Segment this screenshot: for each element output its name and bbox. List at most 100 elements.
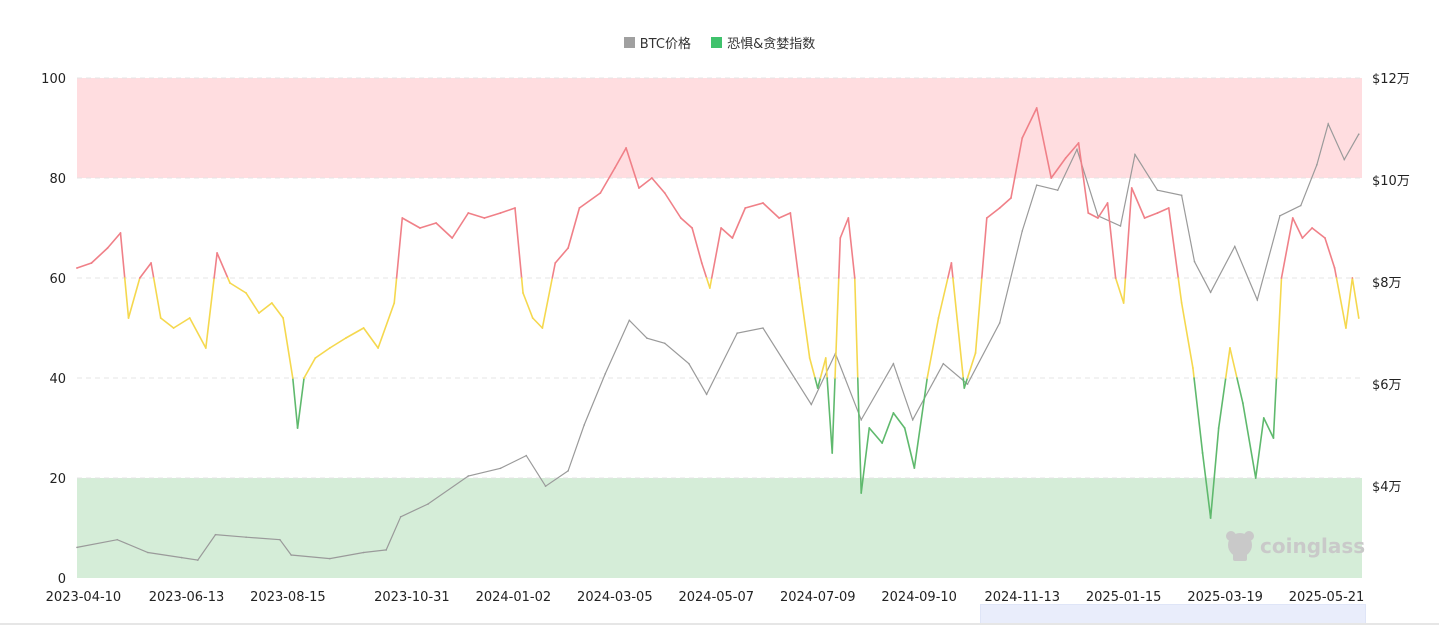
fear-greed-point [1087, 212, 1090, 214]
fear-greed-segment [762, 202, 780, 219]
fear-greed-segment [483, 212, 502, 219]
fear-greed-segment [847, 217, 856, 279]
fear-greed-point [229, 282, 231, 284]
fear-greed-segment [680, 217, 693, 229]
fear-greed-segment [797, 277, 801, 289]
fear-greed-segment [76, 262, 93, 269]
fear-greed-point [1209, 517, 1212, 519]
btc-price-point [663, 342, 666, 345]
x-tick-label: 2024-11-13 [984, 590, 1060, 605]
fear-greed-point [1122, 302, 1125, 304]
fear-greed-point [1192, 367, 1194, 369]
fear-greed-segment [271, 302, 284, 319]
fear-greed-point [159, 317, 162, 319]
btc-price-point [76, 546, 78, 549]
x-tick-label: 2023-06-13 [149, 590, 225, 605]
fear-greed-point [1262, 417, 1265, 419]
btc-price-point [1300, 204, 1302, 207]
fear-greed-segment [1242, 402, 1257, 479]
fear-greed-point [258, 312, 260, 314]
fear-greed-segment [651, 177, 666, 194]
fear-greed-segment [395, 217, 404, 279]
btc-price-point [966, 383, 969, 385]
fear-greed-point [881, 442, 884, 444]
fear-greed-segment [499, 207, 516, 214]
btc-price-point [544, 485, 547, 487]
btc-price-point [1209, 291, 1212, 294]
legend-item-btc-price[interactable]: BTC价格 [623, 33, 691, 52]
fear-greed-point [839, 237, 842, 239]
fear-greed-segment [1229, 347, 1238, 379]
fear-greed-point [1333, 267, 1336, 269]
zoom-range-selector[interactable] [980, 604, 1366, 625]
fear-greed-point [541, 327, 544, 329]
btc-price-point [705, 393, 708, 396]
fear-greed-point [778, 217, 780, 219]
btc-price-point [1021, 230, 1024, 232]
fear-greed-segment [229, 282, 247, 294]
legend-item-fear-greed[interactable]: 恐惧&贪婪指数 [711, 33, 815, 52]
fear-greed-segment [419, 222, 437, 229]
btc-price-point [736, 332, 739, 334]
fear-greed-point [1311, 227, 1313, 229]
fear-greed-point [578, 207, 581, 209]
fear-greed-point [824, 357, 827, 359]
watermark-text: coinglass [1260, 534, 1365, 558]
fear-greed-point [1097, 217, 1099, 219]
fear-greed-segment [1035, 107, 1053, 179]
fear-greed-point [1229, 347, 1231, 349]
fear-greed-point [1143, 217, 1146, 219]
fear-greed-point [303, 377, 305, 379]
fear-greed-segment [1077, 142, 1090, 214]
btc-price-point [794, 378, 796, 380]
btc-price-point [290, 554, 292, 556]
fear-greed-point [868, 427, 871, 429]
btc-price-point [998, 322, 1001, 324]
btc-price-point [810, 403, 813, 406]
fear-greed-point [401, 217, 404, 219]
fear-greed-segment [1124, 187, 1133, 279]
fear-greed-segment [839, 217, 850, 239]
fear-greed-point [362, 327, 365, 329]
fear-greed-segment [638, 177, 653, 189]
fear-greed-segment [106, 232, 122, 249]
btc-price-point [329, 557, 331, 560]
btc-price-point [1134, 153, 1136, 156]
fear-greed-segment [188, 317, 207, 349]
fear-greed-point [90, 262, 93, 264]
fear-greed-point [282, 317, 285, 319]
fear-greed-segment [834, 277, 840, 379]
fear-greed-segment [963, 377, 969, 389]
fear-greed-point [1324, 237, 1326, 239]
fear-greed-segment [950, 262, 954, 279]
fear-greed-segment [980, 217, 988, 279]
fear-greed-point [467, 212, 470, 214]
fear-zone-band [77, 478, 1362, 578]
fear-greed-point [937, 317, 940, 319]
fear-greed-point [1050, 177, 1053, 179]
fear-greed-point [1035, 107, 1038, 109]
fear-greed-point [963, 387, 966, 389]
btc-price-point [1119, 225, 1122, 227]
fear-greed-point [567, 247, 570, 249]
right-tick-label: $12万 [1372, 72, 1410, 87]
fear-greed-segment [1262, 417, 1275, 439]
fear-greed-segment [856, 377, 863, 494]
btc-price-point [1327, 123, 1329, 125]
fear-greed-point [345, 337, 347, 339]
fear-greed-segment [913, 377, 929, 469]
fear-greed-point [216, 252, 218, 254]
fear-greed-segment [1010, 137, 1024, 199]
fear-greed-segment [1324, 237, 1336, 269]
fear-greed-point [762, 202, 764, 204]
fear-greed-segment [520, 277, 524, 294]
btc-price-point [1233, 245, 1236, 248]
fear-greed-point [1114, 277, 1117, 279]
fear-greed-point [1217, 427, 1220, 429]
btc-price-point [279, 538, 281, 541]
fear-greed-segment [853, 277, 859, 379]
fear-greed-segment [1167, 207, 1180, 279]
btc-price-point [688, 362, 690, 365]
fear-greed-point [150, 262, 152, 264]
btc-price-point [1035, 184, 1038, 186]
